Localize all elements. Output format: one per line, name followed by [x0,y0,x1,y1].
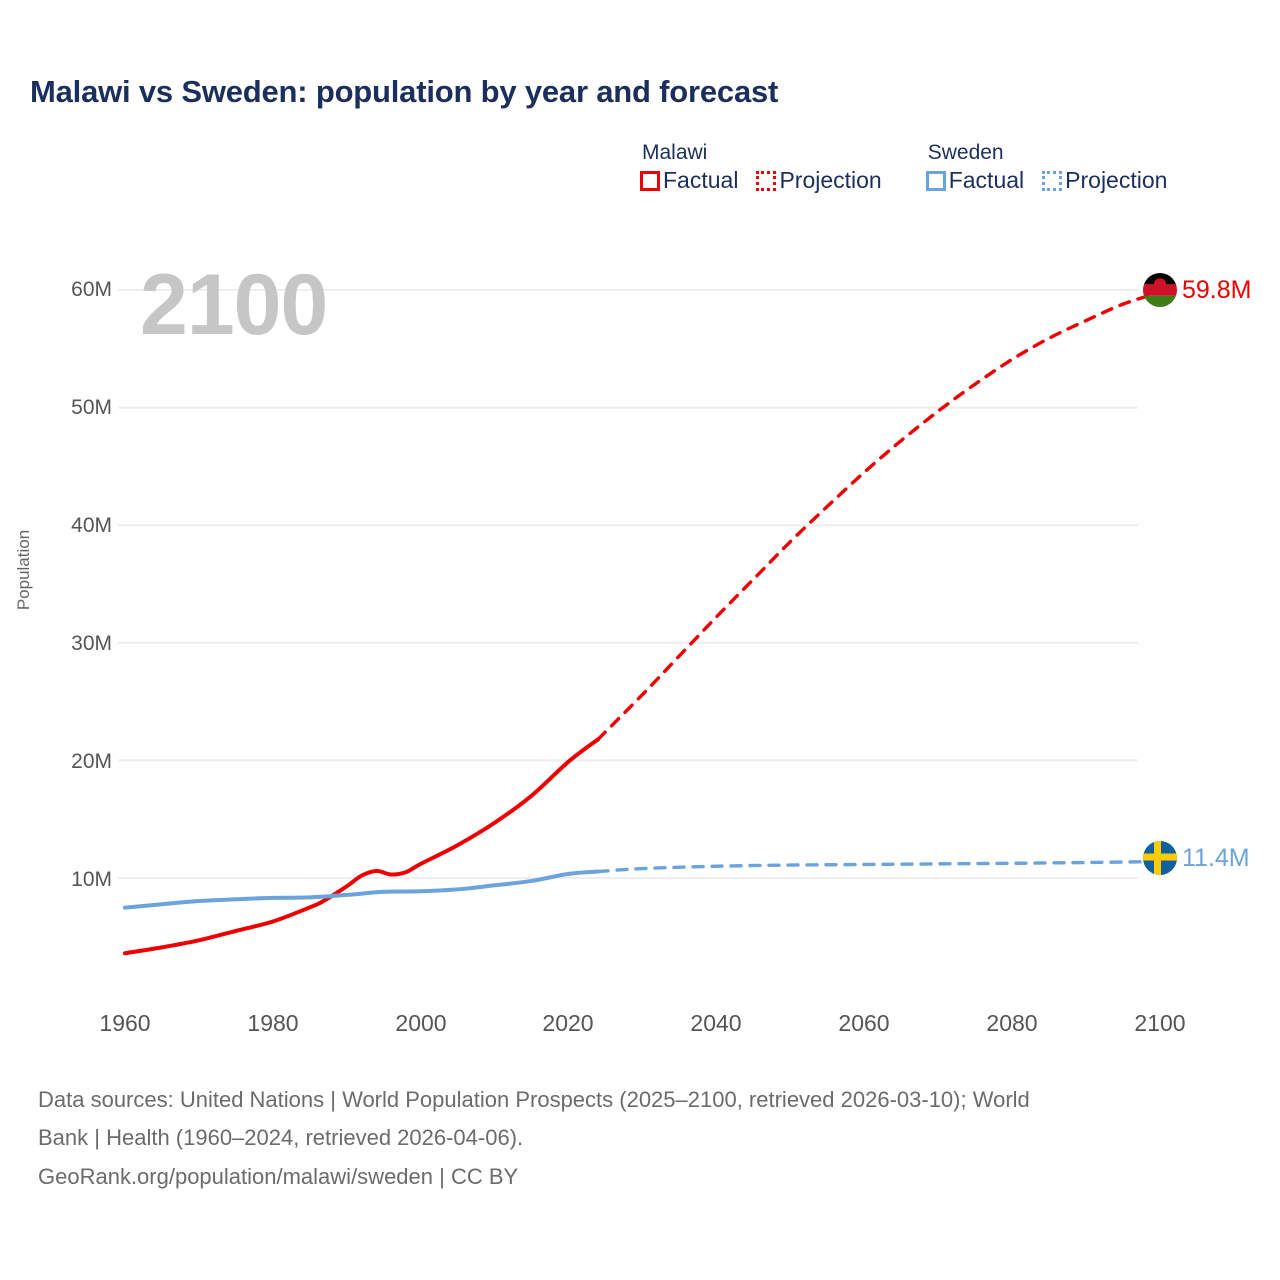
y-tick-label: 60M [71,278,112,301]
sweden-end-label: 11.4M [1182,844,1250,872]
legend-label-sweden-factual: Factual [948,167,1025,193]
page-title: Malawi vs Sweden: population by year and… [30,74,779,109]
plot-svg [118,273,1177,956]
legend-label-malawi-factual: Factual [663,167,739,193]
series-line-malawi-factual [123,737,601,956]
y-tick-label: 20M [71,750,112,773]
footer-line-2: Bank | Health (1960–2024, retrieved 2026… [38,1125,524,1151]
footer-sources: Data sources: United Nations | World Pop… [38,1083,1238,1193]
legend-group-title-sweden: Sweden [927,141,1004,164]
y-axis-title: Population [14,529,33,611]
series-lines [123,290,1162,956]
footer-line-3[interactable]: GeoRank.org/population/malawi/sweden | C… [38,1163,519,1189]
legend-label-malawi-projection: Projection [779,167,882,193]
legend-item-malawi-projection[interactable]: Projection [756,167,882,193]
series-line-sweden-factual [123,869,601,910]
y-tick-label: 50M [71,396,112,419]
legend-swatch-dotted-icon [756,170,777,191]
legend-item-sweden-projection[interactable]: Projection [1042,169,1167,192]
x-tick-label: 2040 [690,1010,742,1036]
gridlines [118,289,1138,879]
sweden-flag-marker [1143,841,1177,875]
footer-line-1: Data sources: United Nations | World Pop… [38,1087,1030,1112]
x-tick-label: 2060 [838,1010,890,1036]
legend-swatch-solid-icon [640,170,660,191]
legend-group-malawi: Malawi Factual Projection [640,142,882,192]
x-tick-label: 2020 [542,1010,594,1036]
y-tick-label: 30M [71,632,112,655]
legend-group-title-malawi: Malawi [642,141,708,164]
series-line-sweden-projection [596,859,1162,874]
legend-swatch-solid-icon [925,170,946,191]
x-tick-label: 2100 [1134,1010,1186,1036]
y-tick-label: 40M [71,514,112,537]
legend-item-malawi-factual[interactable]: Factual [640,169,738,192]
series-line-malawi-projection [596,290,1162,741]
x-tick-label: 1960 [99,1010,151,1036]
legend-items-malawi: Factual Projection [640,169,882,192]
x-tick-label: 2000 [395,1010,447,1036]
legend-items-sweden: Factual Projection [925,167,1167,193]
legend-group-sweden: Sweden Factual Projection [925,141,1167,193]
plot-area: 2100 Population [14,257,1252,1036]
y-tick-label: 10M [71,868,112,891]
x-tick-label: 2080 [986,1010,1038,1036]
legend-label-sweden-projection: Projection [1065,167,1168,193]
legend-item-sweden-factual[interactable]: Factual [925,167,1025,193]
year-watermark: 2100 [140,257,328,353]
malawi-flag-marker [1143,273,1177,307]
malawi-end-label: 59.8M [1182,276,1252,304]
legend-swatch-dotted-icon [1042,170,1063,191]
x-tick-label: 1980 [247,1010,299,1036]
chart-legend: Malawi Factual Projection Sweden Factual [640,142,1167,192]
series-end-markers [1143,273,1177,875]
